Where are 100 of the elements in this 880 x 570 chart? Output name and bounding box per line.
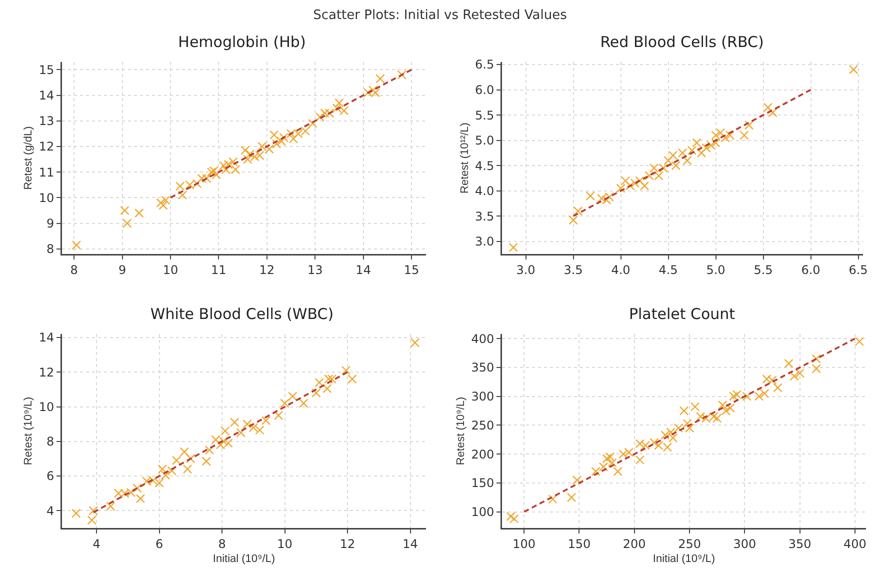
text: Scatter Plots: Initial vs Retested Values (312, 8, 568, 23)
point (790, 372, 799, 381)
point (204, 445, 214, 455)
y-tick-label: 4 (46, 504, 54, 518)
y-tick-label: 4.5 (475, 158, 494, 173)
point (666, 428, 676, 437)
point (702, 143, 711, 152)
point (664, 156, 673, 166)
x-tick-label: 15 (404, 262, 420, 277)
x-tick-label: 12 (259, 262, 275, 277)
x-tick-label: 350 (788, 536, 812, 551)
x-tick-label: 4 (92, 536, 100, 551)
x-tick-label: 300 (733, 536, 756, 551)
y-axis-title: Retest (10¹²/L) (458, 122, 471, 194)
point (242, 419, 252, 429)
point (322, 384, 332, 394)
point (763, 102, 773, 112)
point (341, 366, 351, 375)
point (682, 156, 692, 166)
point (182, 464, 192, 474)
x-tick-label: 150 (568, 536, 591, 551)
point (72, 240, 82, 250)
y-tick-label: 200 (471, 447, 494, 462)
point (334, 98, 344, 108)
point (602, 195, 612, 205)
y-axis-title: Retest (10⁹/L) (455, 396, 468, 466)
point (218, 161, 228, 170)
x-tick-label: 5.5 (754, 262, 773, 277)
point (608, 458, 617, 468)
y-tick-label: 6 (46, 469, 54, 484)
x-tick-label: 4.5 (658, 262, 678, 277)
y-tick-label: 350 (471, 360, 494, 375)
point (848, 64, 858, 74)
x-axis-title: Initial (10⁹/L) (652, 552, 716, 565)
point (276, 136, 286, 146)
point (671, 160, 680, 170)
y-tick-label: 9 (46, 216, 54, 230)
point (178, 190, 188, 200)
point (690, 402, 700, 412)
x-tick-label: 3.5 (564, 262, 583, 277)
point (120, 206, 130, 216)
point (87, 516, 96, 525)
x-tick-label: 9 (118, 262, 126, 277)
x-tick-label: 12 (340, 536, 356, 551)
x-tick-label: 200 (622, 536, 646, 551)
point (635, 176, 644, 186)
point (368, 86, 378, 95)
point (261, 416, 271, 426)
point (186, 454, 196, 464)
point (692, 138, 702, 148)
point (854, 336, 864, 346)
y-tick-label: 5.5 (475, 108, 494, 122)
point (768, 108, 778, 118)
x-tick-label: 3.0 (516, 262, 536, 277)
point (220, 426, 230, 436)
point (744, 120, 754, 130)
point (508, 242, 518, 252)
point (795, 368, 804, 378)
x-tick-label: 6.5 (848, 262, 868, 277)
point (754, 392, 764, 401)
point (510, 514, 519, 524)
point (206, 167, 216, 177)
point (682, 418, 692, 428)
y-tick-label: 3.5 (475, 209, 494, 224)
point (272, 139, 282, 149)
point (721, 406, 731, 416)
x-tick-label: 4.0 (611, 262, 630, 277)
y-tick-label: 100 (471, 505, 494, 520)
point (274, 410, 284, 420)
y-tick-label: 150 (471, 476, 494, 490)
y-tick-label: 12 (38, 140, 54, 154)
y-tick-label: 8 (46, 242, 54, 256)
point (760, 388, 770, 398)
y-tick-label: 3.0 (475, 234, 494, 249)
y-tick-label: 14 (38, 330, 54, 345)
point (122, 218, 132, 228)
point (812, 364, 821, 374)
x-tick-label: 250 (678, 536, 701, 551)
point (132, 484, 142, 493)
point (397, 70, 406, 80)
point (613, 466, 622, 476)
y-tick-label: 6.5 (475, 58, 494, 72)
y-tick-label: 10 (38, 190, 54, 205)
y-tick-label: 400 (471, 332, 494, 346)
point (280, 398, 290, 408)
point (209, 166, 218, 176)
point (180, 447, 189, 456)
point (134, 208, 144, 218)
point (784, 358, 794, 368)
x-tick-label: 8 (70, 262, 78, 277)
x-tick-label: 100 (512, 536, 536, 551)
point (729, 392, 738, 401)
point (773, 383, 782, 392)
y-tick-label: 14 (38, 88, 54, 102)
y-tick-label: 6.0 (475, 82, 494, 97)
point (161, 196, 170, 205)
point (679, 406, 689, 416)
point (706, 140, 716, 150)
chart-title: Hemoglobin (Hb) (178, 32, 306, 51)
point (288, 392, 298, 401)
